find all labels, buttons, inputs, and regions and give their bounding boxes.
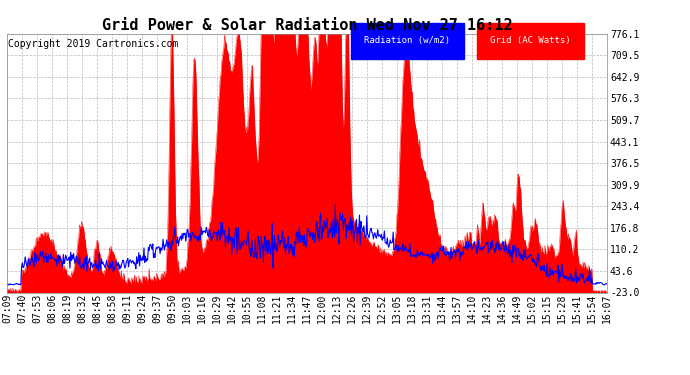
Title: Grid Power & Solar Radiation Wed Nov 27 16:12: Grid Power & Solar Radiation Wed Nov 27 …: [101, 18, 513, 33]
Text: Grid (AC Watts): Grid (AC Watts): [490, 36, 571, 45]
Text: Copyright 2019 Cartronics.com: Copyright 2019 Cartronics.com: [8, 39, 179, 49]
Text: Radiation (w/m2): Radiation (w/m2): [364, 36, 450, 45]
